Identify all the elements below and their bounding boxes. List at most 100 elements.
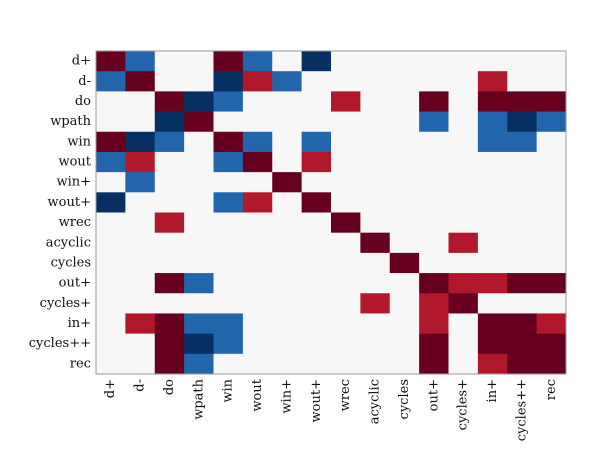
heatmap-cell [125,131,156,153]
heatmap-cell [360,51,391,72]
heatmap-cell [184,111,214,133]
heatmap-cell [536,232,567,254]
heatmap-cell [419,212,449,234]
heatmap-cell [213,151,244,173]
heatmap-cell [242,333,273,355]
heatmap-cell [242,232,273,254]
heatmap-cell [507,313,538,335]
heatmap-cell [448,252,479,274]
heatmap-cell [419,51,449,72]
y-tick-label: wout+ [48,195,91,210]
heatmap-cells [96,51,567,375]
heatmap-cell [477,131,508,153]
heatmap-cell [96,232,126,254]
heatmap-cell [507,131,538,153]
heatmap-cell [536,51,567,72]
heatmap-cell [389,293,420,314]
heatmap-cell [301,51,332,72]
heatmap-cell [331,51,361,72]
x-tick-label: d- [133,379,148,392]
heatmap-cell [242,293,273,314]
heatmap-cell [184,212,214,234]
heatmap-cell [96,353,126,375]
heatmap-cell [448,333,479,355]
heatmap-cell [448,111,479,133]
heatmap-cell [301,71,332,92]
heatmap-cell [331,333,361,355]
y-tick-label: rec [70,356,91,371]
heatmap-cell [96,313,126,335]
heatmap-cell [507,273,538,294]
heatmap-cell [360,333,391,355]
heatmap-cell [360,252,391,274]
heatmap-cell [301,232,332,254]
heatmap-cell [184,293,214,314]
heatmap-cell [184,232,214,254]
heatmap-cell [448,151,479,173]
heatmap-cell [419,293,449,314]
heatmap-cell [389,333,420,355]
heatmap-cell [477,232,508,254]
heatmap-cell [419,111,449,133]
heatmap-cell [154,51,185,72]
heatmap-cell [536,333,567,355]
heatmap-cell [242,192,273,213]
y-tick-label: d- [78,74,91,89]
heatmap-cell [331,71,361,92]
heatmap-cell [184,313,214,335]
heatmap-cell [331,353,361,375]
heatmap-cell [507,252,538,274]
heatmap-cell [301,192,332,213]
heatmap-cell [360,313,391,335]
heatmap-cell [272,212,303,234]
heatmap-cell [154,91,185,112]
heatmap-cell [448,131,479,153]
heatmap-cell [477,273,508,294]
heatmap-cell [242,252,273,274]
heatmap-cell [507,151,538,173]
heatmap-cell [477,353,508,375]
heatmap-cell [419,313,449,335]
heatmap-cell [507,91,538,112]
heatmap-cell [448,353,479,375]
heatmap-cell [536,212,567,234]
heatmap-cell [96,252,126,274]
heatmap-cell [154,273,185,294]
y-axis-labels: d+ d-do wpath win wout win+ wout+ wrec acyclic cy… [29,54,92,372]
heatmap-cell [536,273,567,294]
heatmap-cell [448,91,479,112]
heatmap-cell [331,313,361,335]
heatmap-cell [96,151,126,173]
heatmap-cell [242,91,273,112]
heatmap-cell [301,151,332,173]
heatmap-cell [301,273,332,294]
heatmap-cell [536,313,567,335]
heatmap-cell [389,91,420,112]
heatmap-cell [125,192,156,213]
heatmap-cell [477,51,508,72]
heatmap-cell [389,212,420,234]
heatmap-cell [125,172,156,193]
heatmap-cell [331,192,361,213]
heatmap-cell [184,51,214,72]
heatmap-cell [272,293,303,314]
heatmap-cell [213,192,244,213]
heatmap-cell [213,71,244,92]
heatmap-cell [331,151,361,173]
y-tick-label: cycles+ [40,296,91,311]
heatmap-cell [213,212,244,234]
heatmap-cell [154,111,185,133]
heatmap-cell [448,51,479,72]
heatmap-cell [301,172,332,193]
heatmap-cell [389,111,420,133]
heatmap-cell [448,232,479,254]
heatmap-cell [301,91,332,112]
heatmap-cell [477,313,508,335]
heatmap-cell [272,313,303,335]
heatmap-cell [389,313,420,335]
x-tick-label: cycles++ [514,379,529,441]
heatmap-cell [213,313,244,335]
heatmap-cell [419,131,449,153]
heatmap-cell [477,71,508,92]
heatmap-cell [96,172,126,193]
